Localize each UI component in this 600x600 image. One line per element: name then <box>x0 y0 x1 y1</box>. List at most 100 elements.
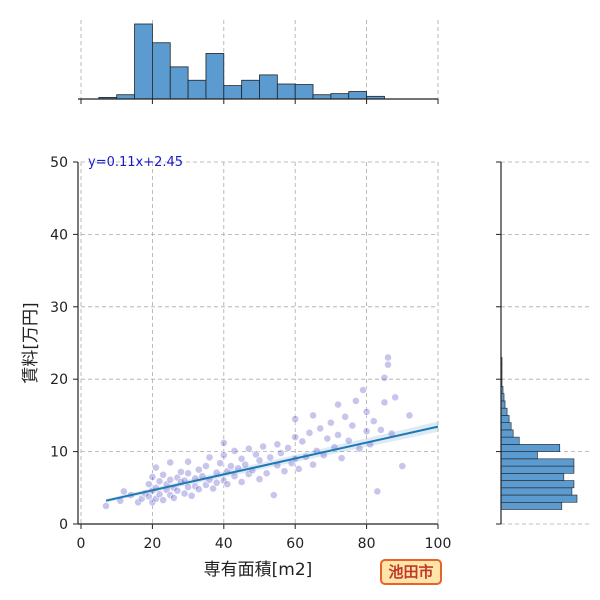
scatter-point <box>155 490 164 499</box>
x-hist-bar <box>134 23 153 100</box>
x-hist-bar <box>330 93 350 100</box>
y-hist-bar <box>500 480 575 489</box>
scatter-points <box>102 353 414 510</box>
scatter-point <box>384 360 392 369</box>
scatter-point <box>259 442 267 451</box>
scatter-point <box>298 437 307 446</box>
scatter-point <box>166 458 175 467</box>
scatter-point <box>184 457 192 466</box>
scatter-point <box>155 477 164 486</box>
scatter-point <box>341 412 350 421</box>
scatter-point <box>219 439 228 447</box>
scatter-point <box>177 467 185 476</box>
y-tick-label: 0 <box>59 517 68 533</box>
x-hist-bar <box>312 94 332 100</box>
scatter-point <box>291 433 300 442</box>
scatter-point <box>380 373 389 382</box>
scatter-point <box>359 386 367 394</box>
scatter-point <box>159 470 168 479</box>
scatter-point <box>323 434 332 443</box>
scatter-point <box>205 453 214 462</box>
scatter-point <box>241 460 250 469</box>
x-marginal-histogram <box>78 20 439 104</box>
scatter-point <box>169 494 178 502</box>
scatter-point <box>159 496 168 505</box>
scatter-point <box>255 475 264 484</box>
x-tick-label: 100 <box>425 536 452 552</box>
y-marginal-histogram <box>496 161 592 525</box>
y-hist-bar <box>500 400 506 409</box>
y-tick-label: 50 <box>50 155 68 171</box>
x-tick-label: 40 <box>215 536 233 552</box>
scatter-point <box>334 400 342 409</box>
x-hist-bar <box>223 85 243 100</box>
scatter-point <box>266 453 275 462</box>
y-axis-label: 賃料[万円] <box>21 302 41 383</box>
x-hist-bar <box>276 83 296 100</box>
scatter-point <box>216 459 225 468</box>
scatter-point <box>252 450 260 459</box>
scatter-point <box>202 462 210 470</box>
y-tick-label: 40 <box>50 227 68 243</box>
scatter-point <box>309 411 317 420</box>
scatter-point <box>369 417 378 426</box>
scatter-point <box>184 469 192 478</box>
y-hist-bar <box>500 444 561 452</box>
y-tick-label: 10 <box>50 445 68 461</box>
y-hist-bar <box>500 422 512 431</box>
scatter-point <box>230 446 239 455</box>
scatter-point <box>194 485 203 494</box>
y-hist-bar <box>500 494 578 503</box>
x-tick-label: 60 <box>286 536 304 552</box>
x-hist-bar <box>187 79 207 100</box>
y-hist-bar <box>500 407 508 416</box>
scatter-point <box>209 484 217 493</box>
scatter-point <box>376 425 385 434</box>
scatter-point <box>102 501 110 510</box>
x-hist-bar <box>151 42 171 100</box>
scatter-point <box>384 353 392 362</box>
scatter-point <box>280 467 289 476</box>
scatter-point <box>262 469 271 478</box>
x-axis-label: 専有面積[m2] <box>204 560 313 580</box>
scatter-plot-area: 0 20 40 60 80 100 0 10 20 30 40 50 <box>50 155 451 552</box>
scatter-point <box>380 398 389 407</box>
scatter-point <box>212 478 221 487</box>
y-hist-bar <box>500 501 563 510</box>
scatter-point <box>291 415 300 423</box>
scatter-point <box>148 473 157 481</box>
scatter-point <box>334 431 342 439</box>
scatter-point <box>277 449 285 457</box>
scatter-point <box>173 486 182 495</box>
x-hist-bar <box>241 79 260 100</box>
scatter-point <box>294 465 303 473</box>
scatter-point <box>348 421 357 430</box>
scatter-point <box>227 462 235 470</box>
scatter-point <box>362 427 371 436</box>
scatter-point <box>351 397 360 405</box>
scatter-point <box>344 436 353 445</box>
scatter-point <box>237 454 246 463</box>
scatter-point <box>391 393 400 402</box>
scatter-point <box>305 428 314 437</box>
y-hist-bar <box>500 487 573 496</box>
x-hist-bar <box>116 94 135 100</box>
scatter-point <box>362 407 371 416</box>
scatter-point <box>273 440 282 449</box>
scatter-point <box>326 418 335 427</box>
scatter-point <box>316 424 325 433</box>
scatter-point <box>337 454 346 463</box>
x-hist-bar <box>259 74 278 100</box>
regression-equation-label: y=0.11x+2.45 <box>88 155 183 170</box>
scatter-point <box>187 491 196 500</box>
y-hist-bar <box>500 458 575 467</box>
scatter-point <box>180 489 189 498</box>
x-hist-bar <box>348 91 368 100</box>
scatter-point <box>223 480 232 489</box>
scatter-point <box>405 411 414 420</box>
x-hist-bar <box>205 53 225 100</box>
scatter-point <box>244 444 253 453</box>
y-hist-bar <box>500 429 514 438</box>
scatter-point <box>269 491 278 499</box>
